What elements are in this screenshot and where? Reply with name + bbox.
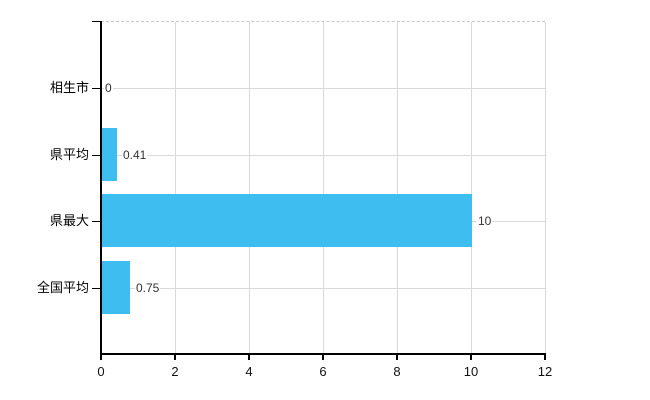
x-tick-label: 4 bbox=[245, 364, 253, 379]
x-tick-label: 2 bbox=[171, 364, 179, 379]
x-tick-label: 10 bbox=[463, 364, 479, 379]
category-label: 相生市 bbox=[49, 80, 89, 95]
x-axis-tick bbox=[396, 355, 398, 360]
x-tick-label: 12 bbox=[537, 364, 553, 379]
x-axis-tick bbox=[174, 355, 176, 360]
y-axis-tick bbox=[92, 155, 101, 156]
x-tick-label: 8 bbox=[393, 364, 401, 379]
category-label: 県平均 bbox=[49, 147, 89, 162]
vertical-gridline bbox=[545, 22, 546, 354]
x-axis-line bbox=[100, 353, 546, 355]
x-tick-label: 0 bbox=[97, 364, 105, 379]
category-label: 全国平均 bbox=[36, 280, 89, 295]
vertical-gridline bbox=[323, 22, 324, 354]
value-label: 0.41 bbox=[122, 148, 148, 162]
vertical-gridline bbox=[249, 22, 250, 354]
bar-1 bbox=[102, 128, 117, 181]
vertical-gridline bbox=[471, 22, 472, 354]
x-tick-label: 6 bbox=[319, 364, 327, 379]
y-axis-tick bbox=[92, 88, 101, 89]
value-label: 10 bbox=[477, 214, 493, 228]
x-axis-tick bbox=[322, 355, 324, 360]
x-axis-tick bbox=[100, 355, 102, 360]
vertical-gridline bbox=[175, 22, 176, 354]
vertical-gridline bbox=[397, 22, 398, 354]
y-axis-tick bbox=[92, 21, 101, 22]
value-label: 0.75 bbox=[135, 281, 161, 295]
x-axis-tick bbox=[470, 355, 472, 360]
bar-3 bbox=[102, 261, 130, 314]
value-label: 0 bbox=[104, 81, 113, 95]
bar-2 bbox=[102, 194, 472, 247]
y-axis-tick bbox=[92, 288, 101, 289]
horizontal-gridline bbox=[101, 288, 545, 289]
horizontal-gridline bbox=[101, 88, 545, 89]
y-axis-tick bbox=[92, 221, 101, 222]
plot-top-border bbox=[101, 21, 545, 22]
x-axis-tick bbox=[248, 355, 250, 360]
y-axis-line bbox=[100, 21, 102, 355]
horizontal-gridline bbox=[101, 155, 545, 156]
x-axis-tick bbox=[544, 355, 546, 360]
category-label: 県最大 bbox=[49, 213, 89, 228]
